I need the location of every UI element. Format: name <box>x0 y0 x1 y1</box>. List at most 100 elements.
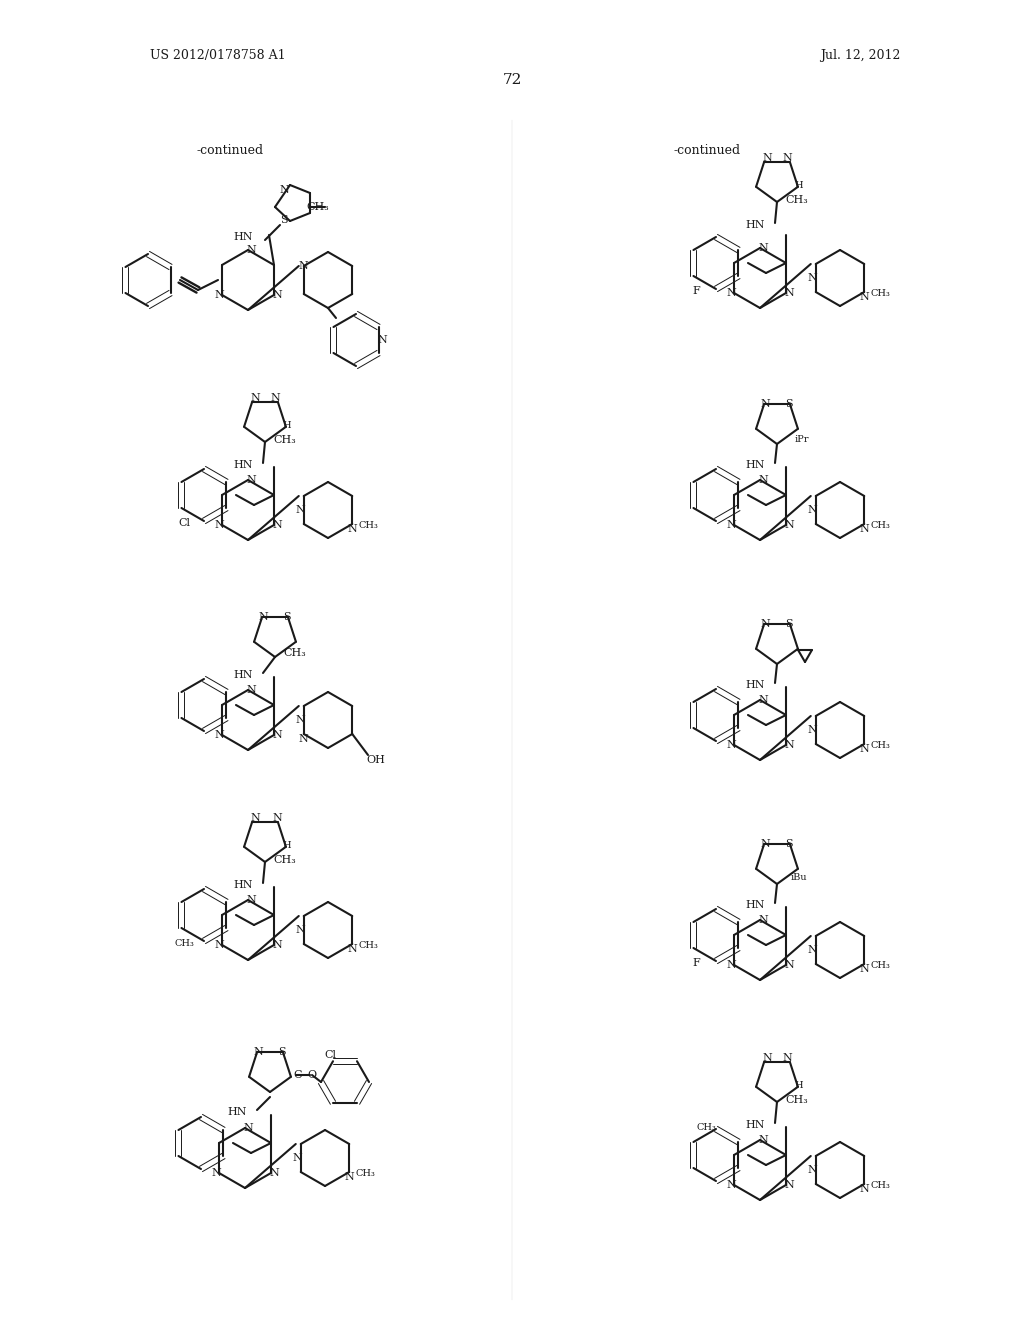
Text: N: N <box>295 506 305 515</box>
Text: N: N <box>270 393 280 403</box>
Text: N: N <box>246 246 256 255</box>
Text: N: N <box>295 715 305 725</box>
Text: F: F <box>692 958 699 968</box>
Text: S: S <box>279 1047 286 1057</box>
Text: N: N <box>726 1180 736 1191</box>
Text: N: N <box>726 960 736 970</box>
Text: N: N <box>250 393 260 403</box>
Text: N: N <box>784 960 794 970</box>
Text: S: S <box>284 612 291 622</box>
Text: N: N <box>272 730 282 741</box>
Text: N: N <box>258 612 268 622</box>
Text: N: N <box>211 1168 221 1177</box>
Text: N: N <box>377 335 387 345</box>
Text: OH: OH <box>367 755 385 766</box>
Text: CH₃: CH₃ <box>696 1122 716 1131</box>
Text: N: N <box>782 1053 792 1063</box>
Text: S: S <box>281 215 288 224</box>
Text: N: N <box>760 840 770 849</box>
Text: CH₃: CH₃ <box>870 961 890 969</box>
Text: Jul. 12, 2012: Jul. 12, 2012 <box>819 49 900 62</box>
Text: N: N <box>726 741 736 750</box>
Text: N: N <box>807 945 817 954</box>
Text: CH₃: CH₃ <box>358 520 378 529</box>
Text: N: N <box>253 1047 263 1057</box>
Text: C: C <box>294 1071 302 1080</box>
Text: N: N <box>807 725 817 735</box>
Text: S: S <box>785 399 793 409</box>
Text: N: N <box>807 273 817 282</box>
Text: N: N <box>726 520 736 531</box>
Text: N: N <box>299 261 308 271</box>
Text: N: N <box>272 940 282 950</box>
Text: iBu: iBu <box>791 873 807 882</box>
Text: N: N <box>758 696 768 705</box>
Text: N: N <box>246 895 256 906</box>
Text: N: N <box>214 290 224 300</box>
Text: N: N <box>784 520 794 531</box>
Text: H: H <box>283 421 291 429</box>
Text: 72: 72 <box>503 73 521 87</box>
Text: N: N <box>784 288 794 298</box>
Text: N: N <box>784 1180 794 1191</box>
Text: N: N <box>726 288 736 298</box>
Text: N: N <box>347 524 357 535</box>
Text: CH₃: CH₃ <box>785 1096 808 1105</box>
Text: N: N <box>272 520 282 531</box>
Text: HN: HN <box>233 671 253 680</box>
Text: CH₃: CH₃ <box>358 940 378 949</box>
Text: HN: HN <box>745 680 765 690</box>
Text: iPr: iPr <box>795 436 809 445</box>
Text: HN: HN <box>745 1119 765 1130</box>
Text: N: N <box>347 944 357 954</box>
Text: N: N <box>784 741 794 750</box>
Text: Cl: Cl <box>178 517 190 528</box>
Text: N: N <box>246 475 256 484</box>
Text: F: F <box>692 286 699 296</box>
Text: CH₃: CH₃ <box>870 1180 890 1189</box>
Text: N: N <box>246 685 256 696</box>
Text: S: S <box>785 840 793 849</box>
Text: N: N <box>782 153 792 162</box>
Text: N: N <box>760 399 770 409</box>
Text: US 2012/0178758 A1: US 2012/0178758 A1 <box>150 49 286 62</box>
Text: CH₃: CH₃ <box>870 520 890 529</box>
Text: N: N <box>758 475 768 484</box>
Text: H: H <box>795 181 803 190</box>
Text: CH₃: CH₃ <box>284 648 306 657</box>
Text: N: N <box>280 185 289 195</box>
Text: N: N <box>760 619 770 630</box>
Text: CH₃: CH₃ <box>870 289 890 297</box>
Text: -continued: -continued <box>674 144 740 157</box>
Text: N: N <box>758 243 768 253</box>
Text: CH₃: CH₃ <box>870 741 890 750</box>
Text: N: N <box>807 506 817 515</box>
Text: O: O <box>307 1071 316 1080</box>
Text: N: N <box>243 1123 253 1133</box>
Text: N: N <box>859 524 869 535</box>
Text: CH₃: CH₃ <box>355 1168 375 1177</box>
Text: N: N <box>859 1184 869 1195</box>
Text: N: N <box>269 1168 279 1177</box>
Text: S: S <box>785 619 793 630</box>
Text: N: N <box>344 1172 354 1181</box>
Text: N: N <box>214 940 224 950</box>
Text: HN: HN <box>233 880 253 890</box>
Text: CH₃: CH₃ <box>306 202 330 213</box>
Text: N: N <box>272 813 282 822</box>
Text: N: N <box>762 1053 772 1063</box>
Text: N: N <box>299 734 308 744</box>
Text: H: H <box>795 1081 803 1089</box>
Text: N: N <box>295 925 305 935</box>
Text: HN: HN <box>233 459 253 470</box>
Text: HN: HN <box>227 1107 247 1117</box>
Text: N: N <box>762 153 772 162</box>
Text: N: N <box>214 520 224 531</box>
Text: H: H <box>283 841 291 850</box>
Text: N: N <box>214 730 224 741</box>
Text: HN: HN <box>233 232 253 242</box>
Text: -continued: -continued <box>197 144 263 157</box>
Text: N: N <box>250 813 260 822</box>
Text: N: N <box>292 1152 302 1163</box>
Text: N: N <box>758 1135 768 1144</box>
